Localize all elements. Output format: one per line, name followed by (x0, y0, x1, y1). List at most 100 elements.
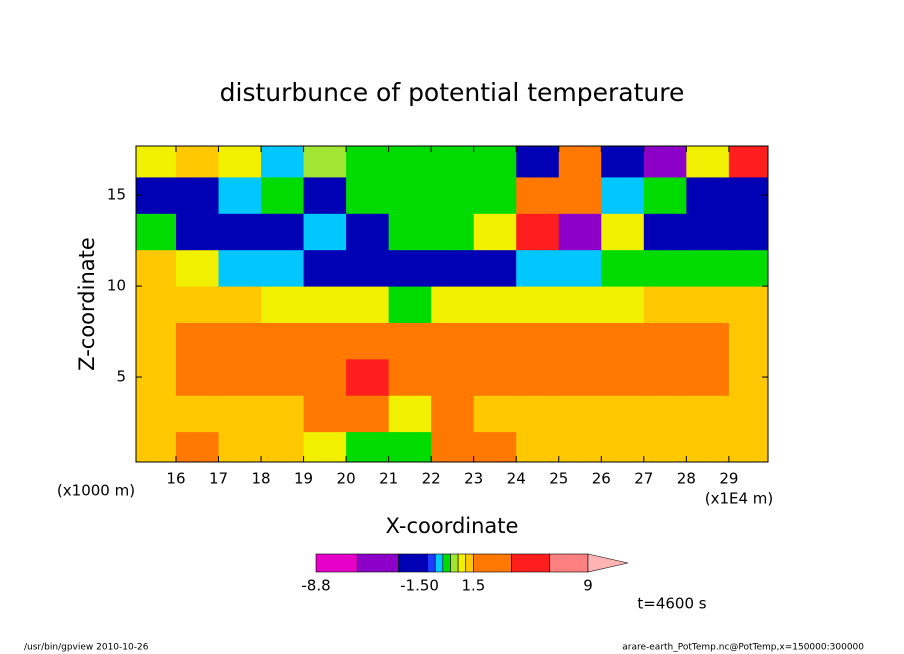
contour-cell (643, 146, 687, 178)
contour-cell (175, 431, 220, 463)
contour-cell (303, 322, 347, 360)
contour-cell (431, 176, 475, 214)
contour-cell (473, 431, 517, 463)
contour-cell (473, 322, 517, 360)
contour-cell (346, 146, 390, 178)
contour-cell (136, 249, 177, 287)
x-unit-left: (x1000 m) (57, 482, 135, 500)
contour-cell (218, 176, 262, 214)
contour-cell (261, 358, 305, 396)
contour-cell (558, 431, 602, 463)
contour-cell (516, 322, 560, 360)
contour-cell (601, 176, 645, 214)
contour-cell (728, 358, 769, 396)
contour-cell (136, 286, 177, 323)
contour-cell (728, 146, 769, 178)
contour-cell (601, 249, 645, 287)
contour-cell (686, 431, 730, 463)
contour-cell (261, 146, 305, 178)
contour-cell (346, 395, 390, 433)
contour-cell (516, 358, 560, 396)
colorbar-segment (398, 553, 428, 573)
x-tick-label: 17 (209, 470, 228, 488)
contour-cell (558, 176, 602, 214)
contour-cell (136, 213, 177, 251)
contour-cell (431, 286, 475, 323)
x-tick-label: 22 (422, 470, 441, 488)
contour-cell (175, 213, 220, 251)
contour-cell (431, 431, 475, 463)
chart-title: disturbunce of potential temperature (220, 78, 685, 107)
colorbar-segment (465, 553, 474, 573)
contour-cell (346, 358, 390, 396)
contour-cell (431, 395, 475, 433)
plot-frame (135, 145, 769, 463)
colorbar-segment (457, 553, 467, 573)
colorbar-segment (473, 553, 512, 573)
contour-cell (473, 286, 517, 323)
contour-cell (516, 249, 560, 287)
contour-cell (728, 322, 769, 360)
contour-cell (686, 213, 730, 251)
contour-cell (728, 249, 769, 287)
contour-cell (303, 431, 347, 463)
contour-cell (473, 249, 517, 287)
contour-cell (601, 286, 645, 323)
x-unit-right: (x1E4 m) (705, 490, 774, 508)
x-tick-label: 23 (464, 470, 483, 488)
contour-cell (261, 395, 305, 433)
contour-cell (261, 431, 305, 463)
contour-cell (218, 286, 262, 323)
contour-cell (473, 146, 517, 178)
contour-cell (643, 358, 687, 396)
colorbar-tick-label: -8.8 (301, 577, 330, 595)
contour-cell (261, 322, 305, 360)
contour-cell (136, 431, 177, 463)
colorbar-segment (434, 553, 444, 573)
contour-cell (303, 176, 347, 214)
contour-cell (136, 395, 177, 433)
y-tick-label: 15 (107, 186, 126, 204)
x-axis-title: X-coordinate (386, 514, 519, 538)
colorbar-tick-label: 1.5 (461, 577, 485, 595)
x-tick-label: 28 (677, 470, 696, 488)
contour-cell (601, 146, 645, 178)
contour-cell (686, 358, 730, 396)
x-tick-label: 16 (166, 470, 185, 488)
contour-cell (686, 146, 730, 178)
contour-cell (643, 431, 687, 463)
contour-cell (431, 249, 475, 287)
y-tick-label: 10 (107, 277, 126, 295)
x-tick-label: 21 (379, 470, 398, 488)
contour-cell (303, 146, 347, 178)
contour-cell (558, 286, 602, 323)
contour-cell (175, 146, 220, 178)
contour-cell (686, 249, 730, 287)
x-tick-label: 25 (549, 470, 568, 488)
contour-cell (431, 213, 475, 251)
contour-cell (516, 146, 560, 178)
time-label: t=4600 s (637, 595, 706, 613)
contour-cell (388, 146, 432, 178)
colorbar-segment (427, 553, 436, 573)
contour-cell (601, 322, 645, 360)
contour-cell (218, 213, 262, 251)
footer-left: /usr/bin/gpview 2010-10-26 (24, 643, 149, 653)
contour-cell (175, 358, 220, 396)
contour-cell (346, 286, 390, 323)
contour-cell (346, 322, 390, 360)
contour-cell (558, 249, 602, 287)
contour-cell (303, 286, 347, 323)
contour-cell (175, 322, 220, 360)
contour-cell (388, 213, 432, 251)
contour-cell (431, 146, 475, 178)
contour-cell (175, 286, 220, 323)
contour-cell (601, 213, 645, 251)
contour-cell (728, 176, 769, 214)
contour-cell (388, 286, 432, 323)
contour-cell (346, 249, 390, 287)
contour-cell (601, 431, 645, 463)
contour-cell (218, 322, 262, 360)
contour-cell (346, 213, 390, 251)
